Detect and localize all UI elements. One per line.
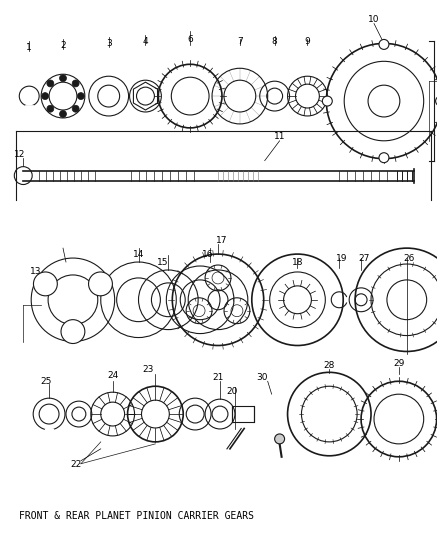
Text: 28: 28 (324, 361, 335, 370)
Circle shape (60, 110, 67, 117)
Text: FRONT & REAR PLANET PINION CARRIER GEARS: FRONT & REAR PLANET PINION CARRIER GEARS (19, 511, 254, 521)
Text: 11: 11 (274, 132, 286, 141)
Text: 18: 18 (292, 257, 303, 266)
Circle shape (72, 105, 79, 112)
Text: 17: 17 (216, 236, 228, 245)
Circle shape (61, 320, 85, 343)
Text: 30: 30 (256, 373, 268, 382)
Text: 19: 19 (336, 254, 347, 263)
Text: 13: 13 (30, 268, 42, 277)
Circle shape (379, 39, 389, 50)
Circle shape (42, 93, 49, 100)
Text: 27: 27 (358, 254, 370, 263)
Text: 29: 29 (393, 359, 405, 368)
Text: 15: 15 (157, 257, 168, 266)
Text: 3: 3 (106, 39, 112, 48)
Text: 16: 16 (202, 249, 214, 259)
Text: 2: 2 (60, 41, 66, 50)
Circle shape (322, 96, 332, 106)
Circle shape (60, 75, 67, 82)
Circle shape (47, 105, 54, 112)
Text: 26: 26 (403, 254, 414, 263)
Circle shape (88, 272, 113, 296)
Text: 23: 23 (143, 365, 154, 374)
Circle shape (33, 272, 57, 296)
Circle shape (47, 80, 54, 87)
Text: 12: 12 (14, 150, 25, 159)
Text: 10: 10 (368, 15, 380, 24)
Text: 24: 24 (107, 371, 118, 380)
Circle shape (78, 93, 85, 100)
Text: 9: 9 (304, 37, 310, 46)
Text: 1: 1 (26, 43, 32, 52)
Circle shape (379, 153, 389, 163)
Text: 6: 6 (187, 35, 193, 44)
Text: 4: 4 (143, 37, 148, 46)
Circle shape (275, 434, 285, 444)
Text: 21: 21 (212, 373, 224, 382)
Circle shape (72, 80, 79, 87)
Text: 25: 25 (40, 377, 52, 386)
Text: 7: 7 (237, 37, 243, 46)
Text: 22: 22 (70, 460, 81, 469)
Text: 20: 20 (226, 387, 237, 395)
Text: 14: 14 (133, 249, 144, 259)
Bar (232, 406, 254, 422)
Text: 8: 8 (272, 37, 278, 46)
Circle shape (436, 96, 438, 106)
